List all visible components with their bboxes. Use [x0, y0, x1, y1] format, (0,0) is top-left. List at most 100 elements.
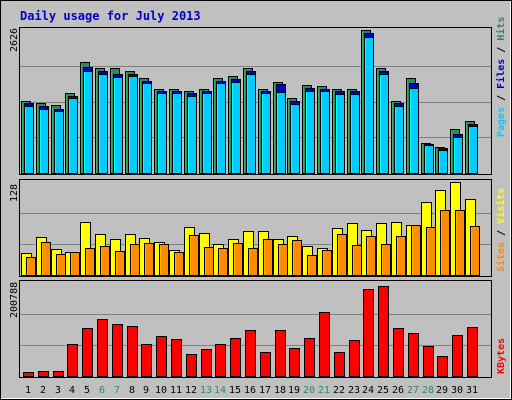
- bar-kbytes-day-26: [393, 328, 404, 377]
- legend-kbytes: KBytes: [496, 338, 507, 374]
- bar-sites-day-8: [130, 244, 140, 276]
- x-tick-label-day-1: 1: [25, 385, 31, 396]
- bar-kbytes-day-31: [467, 327, 478, 377]
- bar-kbytes-day-6: [97, 319, 108, 377]
- bar-pages-day-31: [468, 126, 478, 174]
- bar-sites-day-19: [292, 240, 302, 276]
- bar-kbytes-day-9: [141, 344, 152, 377]
- panel3-ymax-label: 200788: [9, 282, 20, 318]
- bar-pages-day-3: [54, 111, 64, 174]
- x-tick-label-day-12: 12: [185, 385, 197, 396]
- bar-sites-day-9: [144, 243, 154, 276]
- bar-sites-day-3: [56, 254, 66, 276]
- bar-pages-day-1: [24, 106, 34, 174]
- bar-pages-day-17: [261, 93, 271, 174]
- x-tick-label-day-31: 31: [466, 385, 478, 396]
- bar-kbytes-day-13: [201, 349, 212, 377]
- bar-pages-day-23: [350, 94, 360, 174]
- bar-pages-day-14: [216, 83, 226, 174]
- bar-kbytes-day-11: [171, 339, 182, 377]
- bar-kbytes-day-16: [245, 330, 256, 377]
- bar-pages-day-19: [290, 104, 300, 174]
- x-tick-label-day-30: 30: [451, 385, 463, 396]
- bar-pages-day-4: [68, 98, 78, 174]
- x-tick-label-day-7: 7: [114, 385, 120, 396]
- x-axis-day-labels: 1 2 3 4 5 6 7 8 9 10 11 12 13 14 15 16 17 18 19 20 21 22 23 24 2…: [25, 385, 478, 396]
- legend-sep-3: /: [496, 224, 507, 242]
- bar-pages-day-21: [320, 91, 330, 174]
- x-tick-label-day-13: 13: [200, 385, 212, 396]
- bar-sites-day-31: [470, 226, 480, 276]
- bar-sites-day-24: [366, 236, 376, 276]
- x-tick-label-day-29: 29: [436, 385, 448, 396]
- bar-sites-day-20: [307, 255, 317, 276]
- legend-files: Files: [495, 59, 507, 89]
- bar-sites-day-13: [204, 247, 214, 276]
- x-tick-label-day-9: 9: [143, 385, 149, 396]
- x-tick-label-day-17: 17: [259, 385, 271, 396]
- bar-pages-day-22: [335, 94, 345, 174]
- x-tick-label-day-18: 18: [274, 385, 286, 396]
- bar-pages-day-24: [364, 37, 374, 174]
- bar-pages-day-2: [39, 109, 49, 174]
- bar-pages-day-5: [83, 71, 93, 174]
- x-tick-label-day-6: 6: [99, 385, 105, 396]
- x-tick-label-day-27: 27: [407, 385, 419, 396]
- bar-kbytes-day-19: [289, 348, 300, 377]
- bar-sites-day-10: [159, 244, 169, 276]
- x-tick-label-day-3: 3: [55, 385, 61, 396]
- bar-kbytes-day-12: [186, 354, 197, 377]
- bar-kbytes-day-27: [408, 333, 419, 377]
- bar-pages-day-27: [409, 88, 419, 174]
- bar-kbytes-day-24: [363, 289, 374, 377]
- x-tick-label-day-23: 23: [348, 385, 360, 396]
- legend-sites: Sites: [495, 242, 507, 272]
- x-tick-label-day-8: 8: [129, 385, 135, 396]
- bar-sites-day-21: [322, 250, 332, 276]
- bar-kbytes-day-2: [38, 371, 49, 377]
- bar-sites-day-15: [233, 243, 243, 276]
- bar-sites-day-18: [278, 244, 288, 276]
- panel2-legend: Sites / Visits: [495, 188, 507, 272]
- chart-title: Daily usage for July 2013: [20, 9, 201, 23]
- bar-sites-day-4: [70, 252, 80, 276]
- legend-visits: Visits: [495, 188, 507, 224]
- bar-sites-day-1: [26, 257, 36, 276]
- bar-pages-day-8: [128, 76, 138, 174]
- bar-sites-day-2: [41, 242, 51, 276]
- bar-sites-day-25: [381, 244, 391, 276]
- bar-pages-day-29: [438, 150, 448, 174]
- x-tick-label-day-22: 22: [333, 385, 345, 396]
- bar-kbytes-day-18: [275, 330, 286, 377]
- x-tick-label-day-4: 4: [69, 385, 75, 396]
- x-tick-label-day-25: 25: [377, 385, 389, 396]
- panel2-ymax-label: 128: [9, 184, 20, 202]
- bar-pages-day-13: [202, 93, 212, 174]
- bar-kbytes-day-4: [67, 344, 78, 377]
- bar-kbytes-day-7: [112, 324, 123, 377]
- bar-sites-day-5: [85, 248, 95, 276]
- bar-sites-day-22: [337, 234, 347, 276]
- bars: [21, 30, 480, 377]
- bar-kbytes-day-14: [215, 344, 226, 377]
- x-tick-label-day-24: 24: [362, 385, 374, 396]
- x-tick-label-day-14: 14: [214, 385, 226, 396]
- bar-pages-day-25: [379, 74, 389, 174]
- bar-kbytes-day-15: [230, 338, 241, 377]
- x-tick-label-day-19: 19: [288, 385, 300, 396]
- bar-kbytes-day-17: [260, 352, 271, 377]
- bar-sites-day-26: [396, 236, 406, 276]
- panel1-ymax-label: 2626: [9, 28, 20, 52]
- panel1-legend: Pages / Files / Hits: [495, 17, 507, 137]
- x-tick-label-day-21: 21: [318, 385, 330, 396]
- bar-sites-day-12: [189, 235, 199, 276]
- bar-kbytes-day-1: [23, 372, 34, 377]
- bar-pages-day-30: [453, 137, 463, 174]
- legend-sep-2: /: [496, 41, 507, 59]
- bar-sites-day-23: [352, 245, 362, 276]
- bar-pages-day-9: [142, 83, 152, 174]
- legend-hits: Hits: [495, 17, 507, 41]
- bar-sites-day-7: [115, 251, 125, 276]
